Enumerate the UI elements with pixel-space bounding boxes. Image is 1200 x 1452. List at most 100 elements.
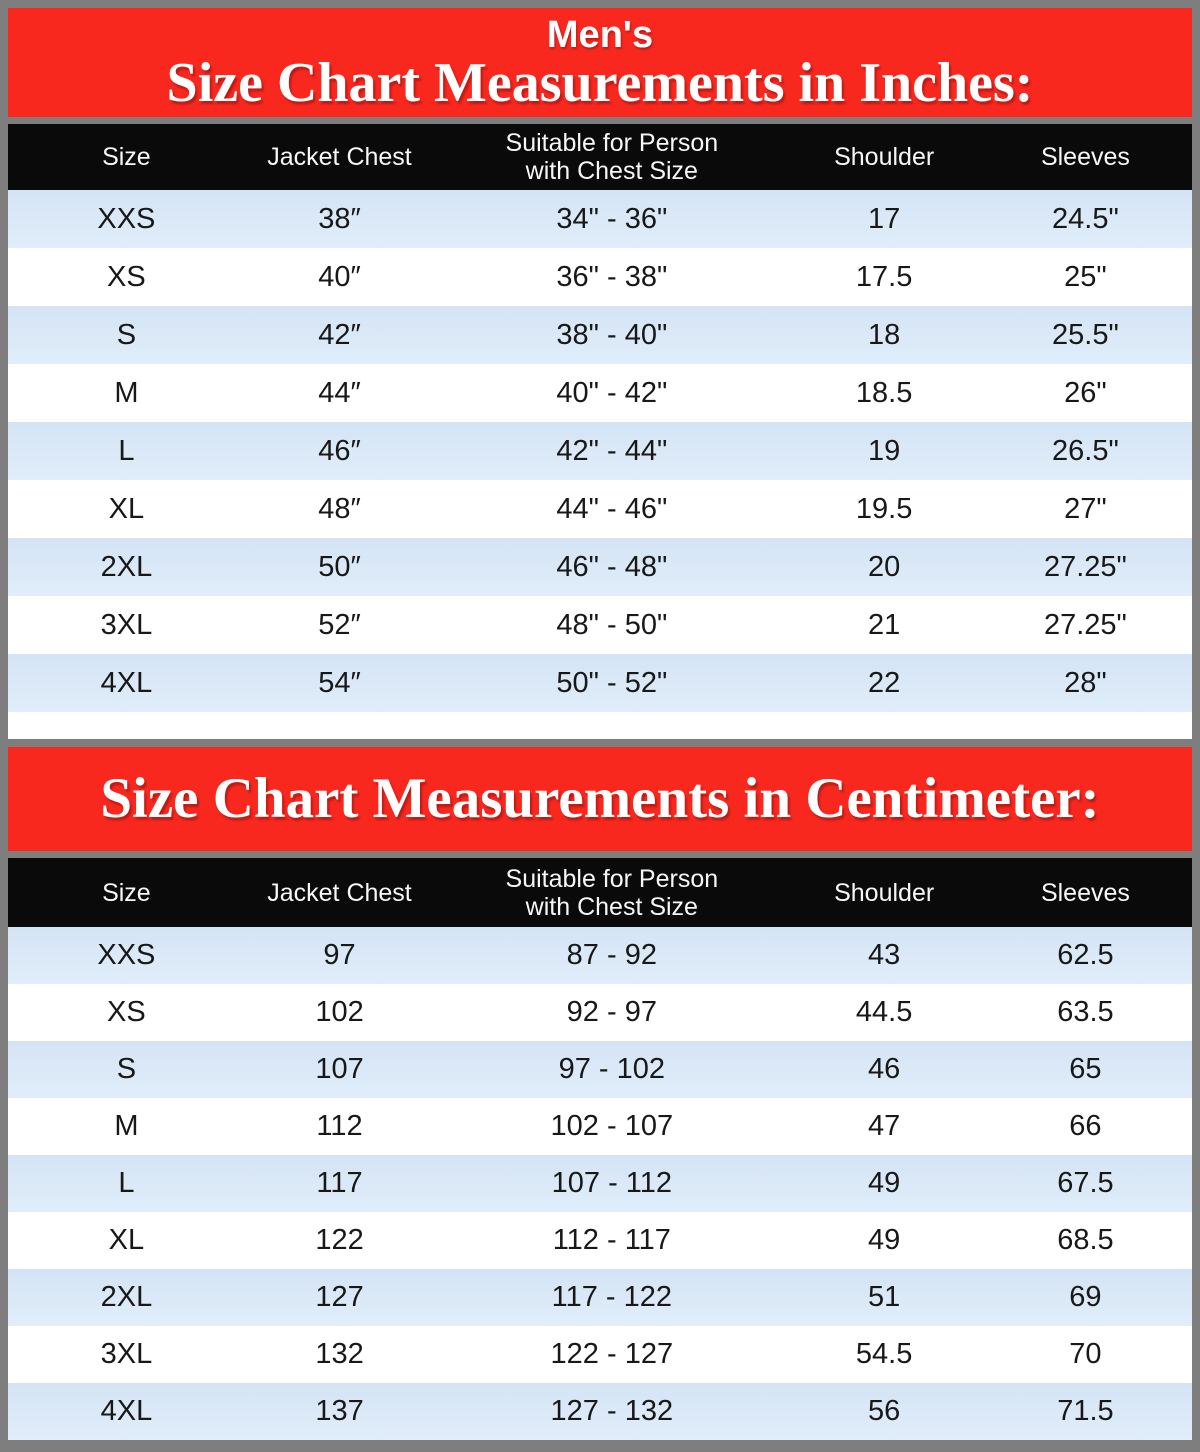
table-row: XL 122 112 - 117 49 68.5 (8, 1212, 1192, 1269)
banner-inches: Men's Size Chart Measurements in Inches: (8, 8, 1192, 117)
table-cell: L (118, 434, 135, 467)
table-cell: 137 (315, 1395, 364, 1427)
table-cell: 97 - 102 (558, 1053, 666, 1085)
table-cm-body: XXS 97 87 - 92 43 62.5 XS 102 92 - 97 44.5 63.5 S 1… (8, 927, 1192, 1440)
column-header-jacket-chest: Jacket Chest (267, 878, 412, 907)
table-cm-header-row: Size Jacket Chest Suitable for Person with … (8, 858, 1192, 927)
table-cell: 46" - 48" (556, 550, 668, 583)
table-cell: 43 (868, 939, 901, 971)
table-cell: 27.25" (1043, 608, 1127, 641)
table-cell: 34" - 36" (556, 202, 668, 235)
table-cell: 44″ (318, 376, 361, 409)
table-cell: 47 (868, 1110, 901, 1142)
table-cell: 56 (868, 1395, 901, 1427)
banner-inches-title: Size Chart Measurements in Inches: (166, 52, 1034, 114)
table-cell: 38" - 40" (556, 318, 668, 351)
table-cell: M (114, 376, 139, 409)
table-row: M 44″ 40" - 42" 18.5 26" (8, 364, 1192, 422)
table-cell: 38″ (318, 202, 361, 235)
table-cell: XS (107, 260, 146, 293)
table-row: 4XL 54″ 50" - 52" 22 28" (8, 654, 1192, 712)
table-cell: 27" (1064, 492, 1107, 525)
table-cell: 102 - 107 (550, 1110, 674, 1142)
table-cell: 25.5" (1052, 318, 1119, 351)
column-header-sleeves: Sleeves (1040, 878, 1130, 907)
table-cell: 69 (1069, 1281, 1102, 1313)
table-cell: 27.25" (1043, 550, 1127, 583)
table-cell: 40″ (318, 260, 361, 293)
table-cell: 122 - 127 (550, 1338, 674, 1370)
table-cell: 20 (868, 550, 901, 583)
table-cell: 44" - 46" (556, 492, 668, 525)
banner-inches-prefix: Men's (546, 14, 654, 56)
table-cell: 46 (868, 1053, 901, 1085)
table-cell: 25" (1064, 260, 1107, 293)
table-cell: 51 (868, 1281, 901, 1313)
table-cell: 26.5" (1052, 434, 1119, 467)
table-row: 2XL 50″ 46" - 48" 20 27.25" (8, 538, 1192, 596)
table-row: 4XL 137 127 - 132 56 71.5 (8, 1383, 1192, 1440)
table-cell: 50" - 52" (556, 666, 668, 699)
table-inches-header-row: Size Jacket Chest Suitable for Person with … (8, 124, 1192, 190)
table-row: M 112 102 - 107 47 66 (8, 1098, 1192, 1155)
table-cell: 71.5 (1057, 1395, 1114, 1427)
table-cell: 112 (316, 1110, 363, 1142)
table-cell: 4XL (100, 1395, 153, 1427)
table-cell: S (116, 1053, 137, 1085)
table-cell: XS (107, 996, 146, 1028)
table-cell: 67.5 (1057, 1167, 1114, 1199)
table-cell: 17.5 (855, 260, 913, 293)
table-cell: XXS (97, 202, 156, 235)
table-cell: 50″ (318, 550, 361, 583)
table-cell: 107 (315, 1053, 364, 1085)
table-cell: 66 (1069, 1110, 1102, 1142)
table-row: S 42″ 38" - 40" 18 25.5" (8, 306, 1192, 364)
banner-cm-title: Size Chart Measurements in Centimeter: (100, 767, 1100, 830)
table-cell: 3XL (100, 1338, 153, 1370)
table-cell: 112 - 117 (552, 1224, 671, 1256)
table-cell: 17 (868, 202, 901, 235)
table-cell: 46″ (318, 434, 361, 467)
table-row: XS 102 92 - 97 44.5 63.5 (8, 984, 1192, 1041)
table-cell: 42″ (318, 318, 361, 351)
column-header-sleeves: Sleeves (1040, 143, 1130, 171)
table-cell: 52″ (318, 608, 361, 641)
column-header-jacket-chest: Jacket Chest (267, 143, 412, 171)
column-header-suitable-for-person: Suitable for Person with Chest Size (505, 129, 719, 185)
table-cell: 18.5 (855, 376, 913, 409)
table-cell: 22 (868, 666, 901, 699)
table-cell: 65 (1069, 1053, 1102, 1085)
table-cell: 68.5 (1057, 1224, 1114, 1256)
table-cell: 132 (315, 1338, 364, 1370)
table-cell: 87 - 92 (566, 939, 657, 971)
table-row: 3XL 132 122 - 127 54.5 70 (8, 1326, 1192, 1383)
table-cell: 117 - 122 (551, 1281, 673, 1313)
table-cell: 102 (315, 996, 364, 1028)
table-cell: 54.5 (855, 1338, 913, 1370)
table-row: XL 48″ 44" - 46" 19.5 27" (8, 480, 1192, 538)
table-cell: 48″ (318, 492, 361, 525)
table-row: XS 40″ 36" - 38" 17.5 25" (8, 248, 1192, 306)
table-cell: 24.5" (1052, 202, 1119, 235)
table-cell: 3XL (100, 608, 153, 641)
table-cell: 92 - 97 (566, 996, 657, 1028)
table-cell: 2XL (100, 550, 153, 583)
table-cm: Size Jacket Chest Suitable for Person with … (8, 858, 1192, 1440)
table-cell: 44.5 (855, 996, 913, 1028)
table-cell: XL (108, 1224, 145, 1256)
table-cell: 19.5 (855, 492, 913, 525)
column-header-size: Size (102, 143, 151, 171)
table-inches-footer-strip (8, 712, 1192, 739)
table-cell: 49 (868, 1167, 901, 1199)
table-cell: 36" - 38" (556, 260, 668, 293)
table-cell: M (114, 1110, 139, 1142)
table-cell: 70 (1069, 1338, 1102, 1370)
table-cell: 107 - 112 (551, 1167, 673, 1199)
column-header-size: Size (102, 878, 151, 907)
table-cell: 40" - 42" (556, 376, 668, 409)
table-cell: 2XL (100, 1281, 153, 1313)
table-cell: 49 (868, 1224, 901, 1256)
table-cell: 18 (868, 318, 901, 351)
table-cell: S (116, 318, 137, 351)
